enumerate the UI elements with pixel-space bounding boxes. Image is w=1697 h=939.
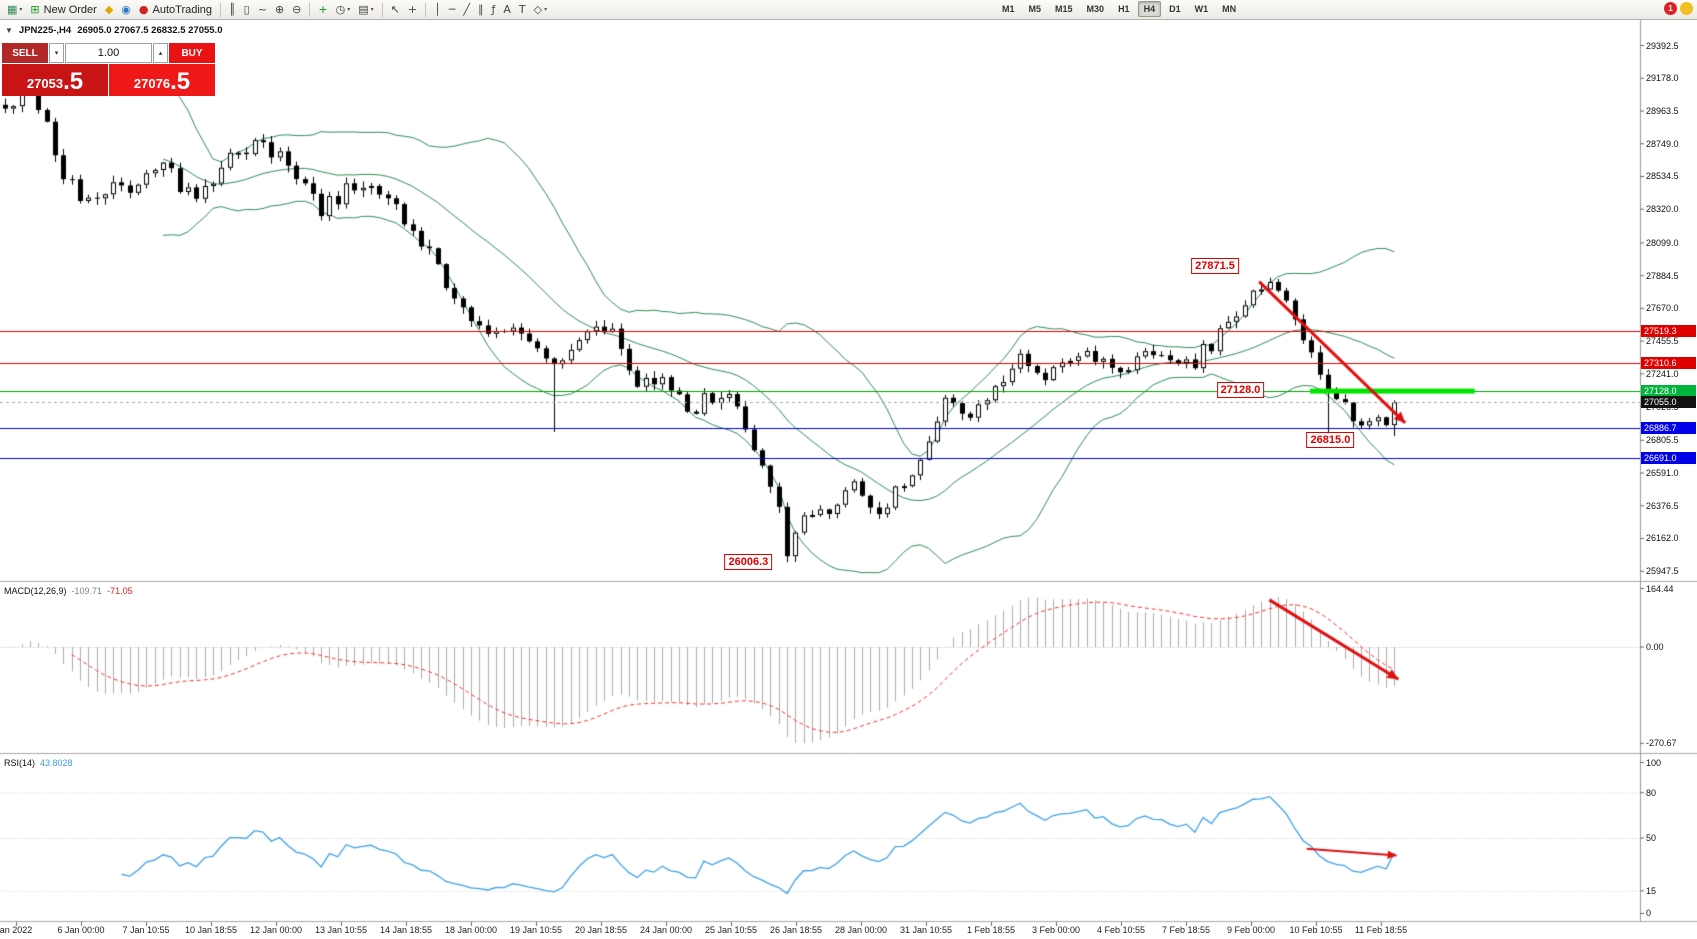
one-click-toggle-icon[interactable]: ▼	[5, 26, 13, 35]
macd-name: MACD(12,26,9)	[4, 586, 67, 596]
ohlc-label: 26905.0 27067.5 26832.5 27055.0	[77, 25, 223, 36]
equidistant-channel-button[interactable]: ∥	[475, 1, 487, 18]
cursor-icon: ↖	[390, 3, 400, 16]
new-order-button-label: New Order	[43, 3, 97, 16]
timeframe-m30-button[interactable]: M30	[1086, 4, 1105, 14]
macd-main-value: -109.71	[71, 586, 103, 596]
periods-icon: ◷	[335, 3, 346, 16]
dropdown-caret-icon: ▾	[544, 6, 548, 13]
bar-chart-type-button[interactable]: ║	[226, 1, 239, 18]
timeframe-mn-button[interactable]: MN	[1222, 4, 1237, 14]
macd-panel-separator[interactable]	[0, 580, 1697, 584]
rsi-value: 43.8028	[40, 758, 73, 768]
community-coin-button[interactable]	[1680, 2, 1693, 15]
timeframe-d1-button[interactable]: D1	[1169, 4, 1181, 14]
horizontal-line-button[interactable]: ─	[446, 1, 459, 18]
sell-price-main: 27053	[26, 76, 64, 91]
rsi-name: RSI(14)	[4, 758, 36, 768]
timeframe-h1-button[interactable]: H1	[1118, 4, 1130, 14]
new-order-button[interactable]: ⊞ New Order	[27, 1, 99, 18]
text-label-icon: T	[518, 3, 526, 16]
new-chart-button[interactable]: ▦ ▾	[4, 1, 25, 18]
dropdown-caret-icon: ▾	[347, 6, 351, 13]
buy-price-fraction: .5	[170, 68, 191, 95]
sell-price-fraction: .5	[63, 68, 84, 95]
volume-decrease-button[interactable]: ▾	[49, 43, 64, 63]
notifications-button[interactable]: 1	[1664, 2, 1677, 15]
crosshair-icon: +	[407, 3, 418, 16]
timeframe-m1-button[interactable]: M1	[1002, 4, 1015, 14]
line-chart-type-button[interactable]: ~	[255, 1, 270, 18]
indicators-button[interactable]: +	[315, 1, 330, 18]
toolbar-right-group: 1	[1664, 2, 1693, 15]
toolbar: ▦ ▾ ⊞ New Order ◆ ◉ ● AutoTrading ║ ▯ ~ ⊕ ⊖ + ◷ ▾ ▤ ▾ ↖ + │ ─…	[0, 0, 1697, 20]
autotrading-icon: ●	[138, 3, 149, 16]
sell-price-button[interactable]: 27053.5	[2, 64, 108, 96]
bar-chart-type-icon: ║	[229, 3, 236, 16]
cursor-button[interactable]: ↖	[388, 1, 403, 18]
candlestick-type-button[interactable]: ▯	[241, 1, 253, 18]
zoom-in-icon: ⊕	[274, 3, 285, 16]
zoom-out-icon: ⊖	[292, 3, 302, 16]
mql5-community-icon: ◆	[104, 3, 114, 16]
new-chart-icon: ▦	[7, 3, 18, 16]
timeframe-m5-button[interactable]: M5	[1028, 4, 1042, 14]
buy-price-main: 27076	[133, 76, 171, 91]
one-click-trading-panel: SELL ▾ 1.00 ▴ BUY 27053.5 27076.5	[2, 43, 215, 96]
candlestick-type-icon: ▯	[243, 3, 250, 16]
sell-button[interactable]: SELL	[2, 43, 48, 63]
timeframe-h4-button[interactable]: H4	[1137, 1, 1162, 17]
toolbar-separator	[309, 2, 311, 17]
symbol-info: ▼ JPN225-,H4 26905.0 27067.5 26832.5 270…	[5, 25, 222, 36]
equidistant-channel-icon: ∥	[477, 3, 484, 16]
timeframe-w1-button[interactable]: W1	[1194, 4, 1209, 14]
mql5-community-button[interactable]: ◆	[102, 1, 116, 18]
crosshair-button[interactable]: +	[405, 1, 420, 18]
macd-signal-value: -71.05	[107, 586, 133, 596]
text-button[interactable]: A	[500, 1, 514, 18]
fibonacci-button[interactable]: ƒ	[488, 1, 498, 18]
refresh-button[interactable]: ◉	[118, 1, 134, 18]
templates-button[interactable]: ▤ ▾	[355, 1, 376, 18]
fibonacci-icon: ƒ	[491, 3, 496, 16]
text-label-button[interactable]: T	[516, 1, 529, 18]
toolbar-separator	[425, 2, 427, 17]
new-order-icon: ⊞	[30, 3, 40, 16]
templates-icon: ▤	[358, 3, 369, 16]
autotrading-button[interactable]: ● AutoTrading	[136, 1, 215, 18]
trendline-button[interactable]: ╱	[460, 1, 473, 18]
vertical-line-button[interactable]: │	[431, 1, 444, 18]
symbol-period-label: JPN225-,H4	[18, 25, 72, 36]
line-chart-type-icon: ~	[257, 3, 267, 16]
dropdown-caret-icon: ▾	[370, 6, 374, 13]
zoom-in-button[interactable]: ⊕	[272, 1, 287, 18]
arrows-icon: ◇	[533, 3, 543, 16]
zoom-out-button[interactable]: ⊖	[289, 1, 304, 18]
rsi-label: RSI(14) 43.8028	[4, 758, 78, 768]
autotrading-button-label: AutoTrading	[152, 3, 213, 16]
arrows-button[interactable]: ◇ ▾	[531, 1, 550, 18]
macd-label: MACD(12,26,9) -109.71 -71.05	[4, 586, 138, 596]
toolbar-left-group: ▦ ▾ ⊞ New Order ◆ ◉ ● AutoTrading ║ ▯ ~ ⊕ ⊖ + ◷ ▾ ▤ ▾ ↖ + │ ─…	[3, 1, 551, 18]
timeframe-group: M1 M5 M15 M30 H1 H4 D1 W1 MN	[995, 1, 1243, 17]
timeframe-m15-button[interactable]: M15	[1055, 4, 1073, 14]
indicators-icon: +	[318, 3, 328, 16]
toolbar-separator	[381, 2, 383, 17]
trendline-icon: ╱	[463, 3, 470, 16]
volume-input[interactable]: 1.00	[65, 43, 152, 63]
text-icon: A	[503, 3, 511, 16]
buy-price-button[interactable]: 27076.5	[109, 64, 215, 96]
vertical-line-icon: │	[434, 3, 441, 16]
toolbar-separator	[220, 2, 222, 17]
refresh-icon: ◉	[121, 3, 131, 16]
horizontal-line-icon: ─	[448, 3, 456, 16]
rsi-panel-separator[interactable]	[0, 752, 1697, 756]
dropdown-caret-icon: ▾	[19, 6, 23, 13]
buy-button[interactable]: BUY	[169, 43, 215, 63]
volume-increase-button[interactable]: ▴	[153, 43, 168, 63]
periods-button[interactable]: ◷ ▾	[333, 1, 354, 18]
